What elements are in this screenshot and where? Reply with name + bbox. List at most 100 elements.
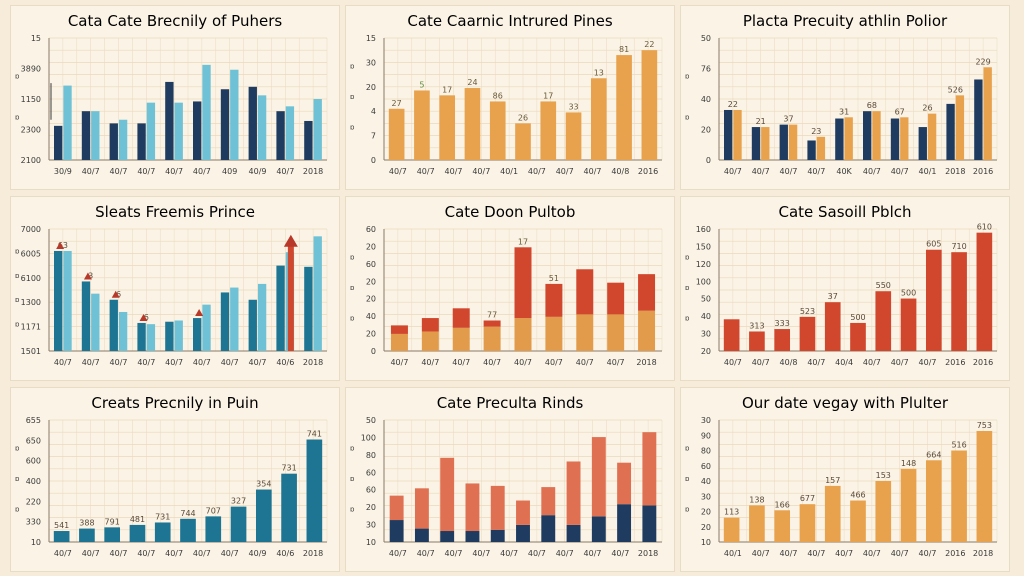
bar (779, 124, 788, 160)
y-tick-label: 1501 (21, 347, 41, 356)
data-label: 707 (206, 506, 221, 515)
bar (541, 487, 556, 516)
data-label: 86 (493, 91, 503, 100)
x-tick-label: 40/7 (472, 549, 490, 558)
data-label: 741 (307, 430, 322, 439)
x-tick-label: 40/7 (82, 358, 100, 367)
bar (390, 325, 408, 334)
chart-title: Cate Preculta Rinds (436, 394, 584, 412)
bar (146, 324, 156, 351)
bar (641, 50, 658, 161)
y-tick-label: 100 (361, 433, 376, 442)
bar (925, 249, 942, 351)
bar (440, 531, 455, 542)
bar (165, 321, 174, 351)
y-tick-label: 20 (701, 347, 711, 356)
x-tick-label: 2018 (303, 549, 323, 558)
bar (104, 527, 121, 542)
data-label: 37 (783, 115, 793, 124)
x-tick-label: 40/7 (528, 549, 546, 558)
data-label: 24 (467, 78, 477, 87)
data-label: 157 (825, 476, 840, 485)
bar (824, 302, 841, 351)
bar (202, 304, 211, 351)
chart-title: Cata Cate Brecnily of Puhers (67, 12, 283, 30)
x-tick-label: 40/7 (137, 358, 155, 367)
y-tick-label: 80 (366, 451, 376, 460)
x-tick-label: 40/7 (193, 549, 211, 558)
marker-arrow (139, 313, 148, 321)
x-tick-label: 40/7 (54, 358, 72, 367)
data-label: 33 (568, 102, 578, 111)
bar (255, 489, 272, 542)
x-tick-label: 2018 (638, 549, 658, 558)
data-label: 22 (728, 100, 738, 109)
y-tick-label: 650 (26, 436, 41, 445)
x-tick-label: 40/7 (891, 358, 909, 367)
x-tick-label: 40/7 (417, 167, 435, 176)
y-tick-label: 330 (26, 518, 41, 527)
bar (63, 250, 72, 351)
y-axis-mark: ɒ (15, 296, 20, 304)
bar (749, 505, 765, 542)
marker-arrow (195, 309, 204, 317)
bar (490, 485, 505, 530)
bar (248, 86, 257, 160)
y-axis-mark: ɒ (350, 63, 355, 71)
bar (220, 292, 230, 351)
data-label: 17 (442, 85, 452, 94)
data-label: 63 (58, 241, 68, 250)
chart-svg-1: 2100 2300 1150 3890 15 ɒ ɒ 30/9 40/7 40/7 40/7 40/7… (15, 34, 328, 176)
chart-panel-8: Cate Preculta Rinds 10 30 20 60 60 80 100 50 ɒ ɒ ɒ… (345, 387, 675, 572)
bar (844, 117, 853, 160)
x-tick-label: 40/6 (276, 549, 294, 558)
x-tick-label: 40/7 (110, 167, 128, 176)
x-tick-label: 40/7 (165, 358, 183, 367)
x-tick-label: 40/7 (249, 358, 267, 367)
data-label: 17 (543, 91, 553, 100)
bar (872, 111, 881, 160)
bar (976, 232, 993, 351)
bar (774, 510, 791, 542)
data-label: 731 (281, 464, 296, 473)
bar (890, 118, 900, 160)
bar (54, 125, 63, 160)
data-label: 26 (922, 104, 932, 113)
bar (483, 326, 501, 351)
x-tick-label: 40/7 (545, 358, 563, 367)
bar (257, 283, 267, 351)
x-tick-label: 40/7 (221, 358, 239, 367)
data-label: 466 (850, 491, 865, 500)
data-label: 710 (951, 242, 966, 251)
data-label: 21 (756, 117, 766, 126)
bar (616, 55, 632, 160)
bar (638, 274, 656, 311)
bar (788, 124, 798, 160)
chart-title: Cate Doon Pultob (444, 203, 576, 221)
x-tick-label: 40/7 (193, 358, 211, 367)
x-tick-label: 40/7 (576, 358, 594, 367)
chart-panel-3: Placta Precuity athlin Polior 0 20 40 76 50 ɒ… (680, 5, 1010, 190)
y-tick-label: 10 (701, 538, 711, 547)
x-tick-label: 40/7 (82, 549, 100, 558)
bar (566, 524, 581, 542)
chart-svg-7: 10 330 220 400 600 650 655 ɒ ɒ ɒ 40/7 40/7 40/7 40/7 4… (15, 416, 328, 558)
y-axis-mark: ɒ (685, 73, 690, 81)
bar (91, 111, 100, 160)
chart-svg-9: 10 20 20 30 40 60 80 90 30 ɒ ɒ ɒ 40/1 40/7 40/7 40/7 40/… (685, 416, 998, 558)
chart-title: Sleats Freemis Prince (95, 203, 255, 221)
y-tick-label: 60 (366, 486, 376, 495)
y-tick-label: 60 (366, 468, 376, 477)
bar (541, 515, 556, 542)
chart-title: Cate Sasoill Pblch (778, 203, 912, 221)
x-tick-label: 40/7 (514, 358, 532, 367)
bar (638, 310, 656, 351)
x-tick-label: 40/7 (863, 358, 881, 367)
y-axis-mark: ɒ (685, 475, 690, 483)
x-tick-label: 40/7 (165, 549, 183, 558)
x-tick-label: 30/9 (54, 167, 72, 176)
bar (514, 318, 532, 351)
chart-panel-6: Cate Sasoill Pblch 20 30 40 50 100 120 150 160 ɒ… (680, 196, 1010, 381)
x-tick-label: 40/7 (54, 549, 72, 558)
data-label: 500 (901, 289, 916, 298)
